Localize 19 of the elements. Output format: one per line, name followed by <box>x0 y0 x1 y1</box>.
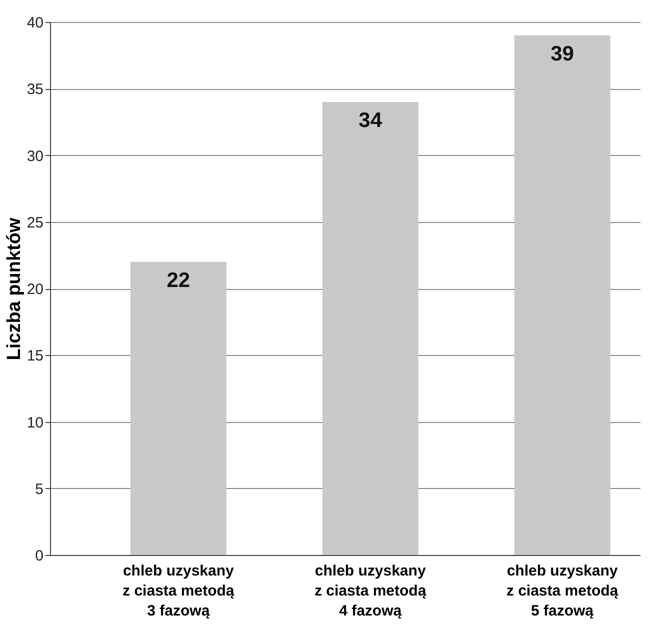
bar <box>322 102 418 555</box>
y-tick-label: 35 <box>26 81 44 98</box>
x-tick-label: chleb uzyskany z ciasta metodą 4 fazową <box>314 562 427 620</box>
data-label: 22 <box>166 268 190 292</box>
data-label: 34 <box>358 108 382 132</box>
data-label: 39 <box>550 42 574 66</box>
y-tick-label: 20 <box>26 281 44 298</box>
y-tick-label: 30 <box>26 148 44 165</box>
y-tick-label: 15 <box>26 348 44 365</box>
x-tick-label: chleb uzyskany z ciasta metodą 3 fazową <box>122 562 235 620</box>
y-tick-label: 5 <box>35 480 44 498</box>
bar <box>130 262 226 555</box>
y-tick-label: 10 <box>26 414 44 432</box>
y-tick-label: 25 <box>26 214 44 232</box>
y-tick-label: 40 <box>26 14 44 32</box>
y-tick-label: 0 <box>35 548 44 564</box>
x-tick-label: chleb uzyskany z ciasta metodą 5 fazową <box>506 562 619 620</box>
bar <box>514 35 610 555</box>
y-axis-title: Liczba punktów <box>4 218 25 360</box>
